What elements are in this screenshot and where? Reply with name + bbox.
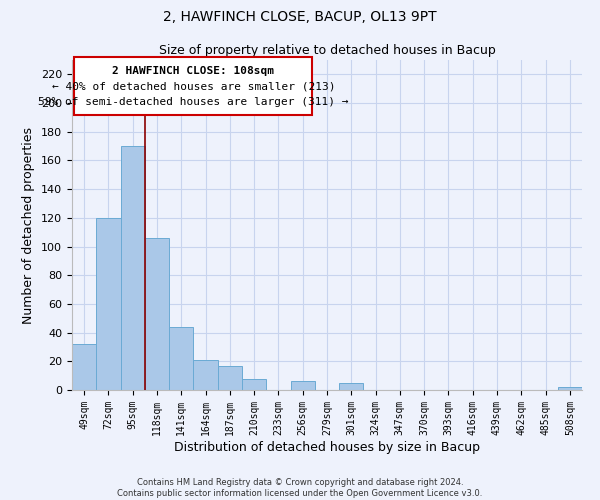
Y-axis label: Number of detached properties: Number of detached properties: [22, 126, 35, 324]
Bar: [96, 218, 121, 390]
Text: 2 HAWFINCH CLOSE: 108sqm: 2 HAWFINCH CLOSE: 108sqm: [112, 66, 274, 76]
Bar: [339, 383, 364, 390]
Bar: [121, 146, 145, 390]
Text: Contains HM Land Registry data © Crown copyright and database right 2024.
Contai: Contains HM Land Registry data © Crown c…: [118, 478, 482, 498]
Bar: [193, 360, 218, 390]
Bar: [290, 382, 315, 390]
FancyBboxPatch shape: [74, 57, 313, 114]
Text: 59% of semi-detached houses are larger (311) →: 59% of semi-detached houses are larger (…: [38, 98, 349, 108]
Bar: [169, 327, 193, 390]
Bar: [242, 378, 266, 390]
X-axis label: Distribution of detached houses by size in Bacup: Distribution of detached houses by size …: [174, 440, 480, 454]
Text: 2, HAWFINCH CLOSE, BACUP, OL13 9PT: 2, HAWFINCH CLOSE, BACUP, OL13 9PT: [163, 10, 437, 24]
Text: ← 40% of detached houses are smaller (213): ← 40% of detached houses are smaller (21…: [52, 82, 335, 92]
Title: Size of property relative to detached houses in Bacup: Size of property relative to detached ho…: [158, 44, 496, 58]
Bar: [72, 344, 96, 390]
Bar: [218, 366, 242, 390]
Bar: [145, 238, 169, 390]
Bar: [558, 387, 582, 390]
